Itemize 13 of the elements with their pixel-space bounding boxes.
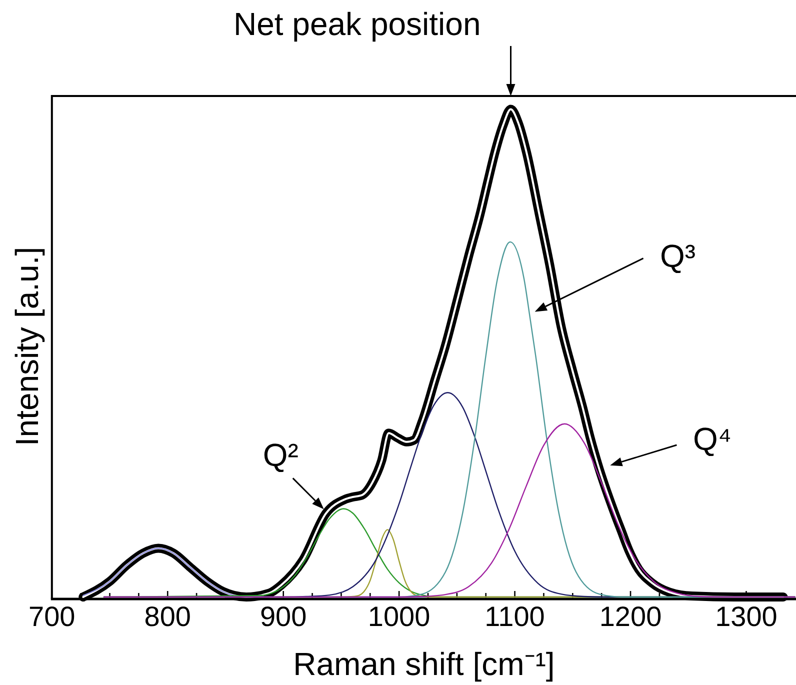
x-axis-title: Raman shift [cm⁻¹] xyxy=(293,646,555,682)
annotation: Q⁴ xyxy=(693,421,732,458)
x-tick-label: 800 xyxy=(144,601,191,632)
x-tick-label: 1000 xyxy=(368,601,430,632)
y-axis-title: Intensity [a.u.] xyxy=(9,246,45,446)
x-tick-label: 1200 xyxy=(599,601,662,632)
x-tick-label: 1100 xyxy=(484,601,545,632)
annotation: Q³ xyxy=(660,238,696,274)
annotation: Net peak position xyxy=(233,6,481,42)
x-tick-label: 1300 xyxy=(715,601,778,632)
x-tick-label: 700 xyxy=(28,601,76,632)
x-tick-label: 900 xyxy=(260,601,307,632)
annotation: Q² xyxy=(262,437,299,474)
